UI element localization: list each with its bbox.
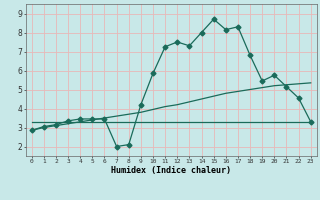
X-axis label: Humidex (Indice chaleur): Humidex (Indice chaleur) xyxy=(111,166,231,175)
